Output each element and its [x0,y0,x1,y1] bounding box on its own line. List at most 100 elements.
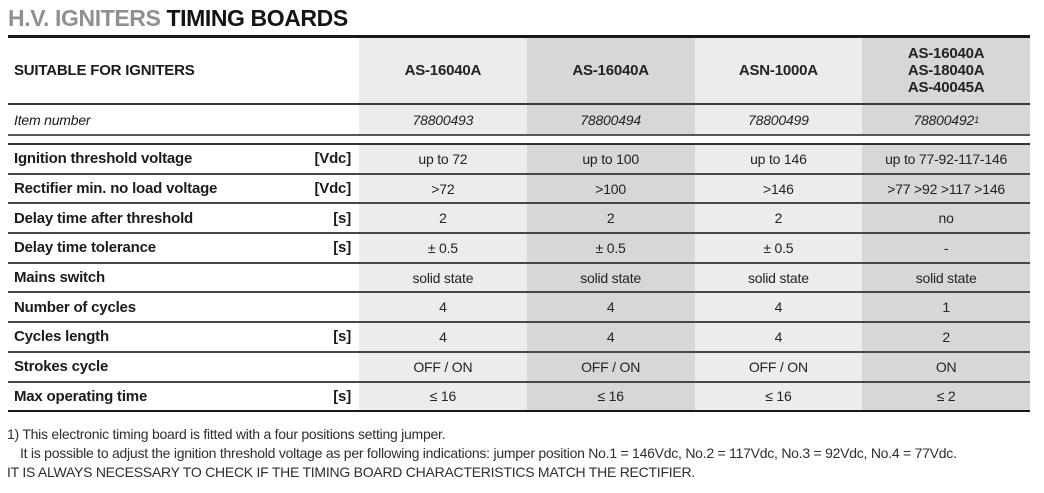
row-value: OFF / ON [359,352,527,381]
row-value: solid state [359,263,527,292]
item-number-value: 78800493 [359,105,527,134]
row-value: up to 72 [359,145,527,173]
row-label: Rectifier min. no load voltage [14,180,218,198]
row-value: ≤ 16 [359,382,527,411]
row-value: 1 [862,293,1030,322]
item-number-value-text: 78800492 [913,111,975,128]
row-value: up to 77-92-117-146 [862,145,1030,173]
row-number-of-cycles: Number of cycles 4 4 4 1 [8,291,1030,322]
row-strokes-cycle: Strokes cycle OFF / ON OFF / ON OFF / ON… [8,350,1030,381]
model-name: ASN-1000A [738,62,818,79]
row-value: 2 [526,204,695,233]
row-label-cell: Cycles length [s] [8,323,359,351]
row-max-operating-time: Max operating time [s] ≤ 16 ≤ 16 ≤ 16 ≤ … [8,380,1030,411]
row-value: OFF / ON [694,352,863,381]
row-value: up to 100 [526,145,695,173]
row-label-cell: Delay time tolerance [s] [8,234,359,262]
footnote-warning: IT IS ALWAYS NECESSARY TO CHECK IF THE T… [7,464,695,481]
row-label-cell: Number of cycles [8,293,359,322]
row-label: Max operating time [14,387,148,405]
row-mains-switch: Mains switch solid state solid state sol… [8,261,1030,292]
row-value: >100 [526,174,695,203]
row-value: 4 [694,323,863,351]
row-value: >72 [359,174,527,203]
row-label: Mains switch [14,269,105,287]
row-value: solid state [862,263,1030,292]
item-number-value: 78800492 1 [862,105,1030,134]
row-value: up to 146 [694,145,863,173]
row-label-cell: Strokes cycle [8,352,359,381]
row-delay-time-after-threshold: Delay time after threshold [s] 2 2 2 no [8,202,1030,233]
row-value: >77 >92 >117 >146 [862,174,1030,203]
row-rectifier-min-no-load-voltage: Rectifier min. no load voltage [Vdc] >72… [8,172,1030,203]
column-header-4: AS-16040A AS-18040A AS-40045A [862,38,1030,103]
row-delay-time-tolerance: Delay time tolerance [s] ± 0.5 ± 0.5 ± 0… [8,232,1030,262]
row-value: ≤ 16 [694,382,863,411]
row-unit: [s] [333,328,351,346]
row-value: solid state [526,263,695,292]
row-value: OFF / ON [526,352,695,381]
row-label: Number of cycles [14,298,136,316]
row-value: ON [862,352,1030,381]
row-unit: [s] [333,239,351,257]
model-name: AS-16040A [907,45,985,62]
timing-boards-table: SUITABLE FOR IGNITERS AS-16040A AS-16040… [8,35,1030,413]
table-separator-gap [8,134,1030,143]
row-item-number: Item number 78800493 78800494 78800499 7… [8,103,1030,134]
row-value: 4 [359,323,527,351]
row-value: 4 [526,293,695,322]
header-label-cell: SUITABLE FOR IGNITERS [8,38,359,103]
page-title-subject: TIMING BOARDS [166,5,348,31]
row-label: Item number [14,111,91,128]
row-unit: [Vdc] [314,180,351,198]
row-unit: [s] [333,387,351,405]
row-value: ± 0.5 [526,234,695,262]
row-ignition-threshold-voltage: Ignition threshold voltage [Vdc] up to 7… [8,143,1030,173]
row-value: - [862,234,1030,262]
page-title: H.V. IGNITERS TIMING BOARDS [0,0,1044,33]
footnote-line-1: 1) This electronic timing board is fitte… [7,426,446,443]
row-unit: [Vdc] [314,150,351,168]
row-label-cell: Rectifier min. no load voltage [Vdc] [8,174,359,203]
column-header-3: ASN-1000A [694,38,863,103]
row-label: Strokes cycle [14,358,109,376]
row-value: 2 [862,323,1030,351]
row-value: solid state [694,263,863,292]
row-label-cell: Item number [8,105,359,134]
header-label: SUITABLE FOR IGNITERS [14,62,195,79]
row-value: >146 [694,174,863,203]
column-header-1: AS-16040A [359,38,527,103]
row-label-cell: Mains switch [8,263,359,292]
row-label-cell: Delay time after threshold [s] [8,204,359,233]
row-value: 4 [694,293,863,322]
table-header-row: SUITABLE FOR IGNITERS AS-16040A AS-16040… [8,38,1030,103]
row-label-cell: Ignition threshold voltage [Vdc] [8,145,359,173]
page-title-category: H.V. IGNITERS [8,5,161,31]
row-label-cell: Max operating time [s] [8,382,359,411]
model-name: AS-40045A [907,79,985,96]
column-header-2: AS-16040A [526,38,695,103]
row-value: ± 0.5 [359,234,527,262]
row-value: ≤ 16 [526,382,695,411]
model-name: AS-18040A [907,62,985,79]
row-cycles-length: Cycles length [s] 4 4 4 2 [8,321,1030,351]
row-value: ± 0.5 [694,234,863,262]
row-value: 4 [359,293,527,322]
row-value: 4 [526,323,695,351]
model-name: AS-16040A [404,62,482,79]
row-value: 2 [694,204,863,233]
row-unit: [s] [333,209,351,227]
footnotes: 1) This electronic timing board is fitte… [7,425,1044,482]
row-label: Cycles length [14,328,109,346]
row-label: Delay time after threshold [14,209,194,227]
row-value: 2 [359,204,527,233]
row-label: Ignition threshold voltage [14,150,193,168]
row-value: no [862,204,1030,233]
item-number-value: 78800499 [694,105,863,134]
model-name: AS-16040A [572,62,649,79]
item-number-value: 78800494 [526,105,695,134]
row-value: ≤ 2 [862,382,1030,411]
footnote-line-2: It is possible to adjust the ignition th… [20,445,957,462]
row-label: Delay time tolerance [14,239,156,257]
